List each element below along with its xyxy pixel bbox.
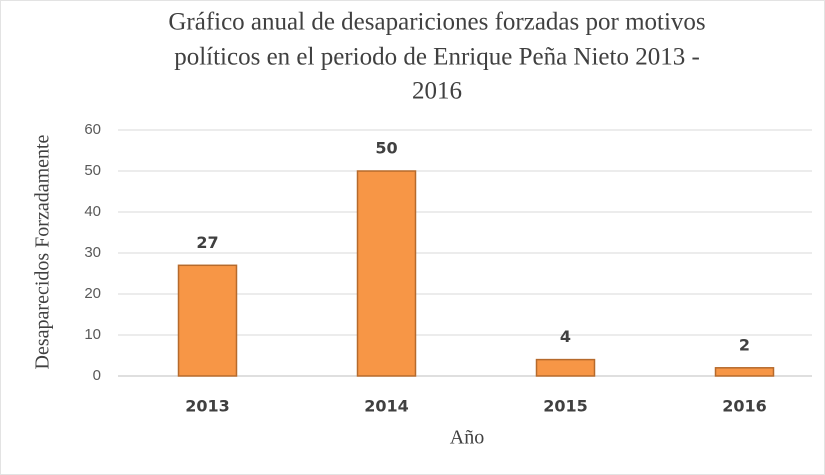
bar [714, 367, 775, 377]
y-tick-label: 50 [84, 162, 101, 179]
bar [535, 358, 596, 377]
bar [177, 264, 238, 377]
y-axis-label: Desaparecidos Forzadamente [32, 134, 54, 369]
chart-title: Gráfico anual de desapariciones forzadas… [168, 9, 705, 36]
y-tick-label: 20 [84, 285, 101, 302]
x-tick-label: 2013 [185, 397, 230, 416]
chart-title: políticos en el periodo de Enrique Peña … [174, 44, 700, 71]
y-tick-label: 10 [84, 326, 101, 343]
y-tick-label: 40 [84, 203, 101, 220]
data-label: 50 [375, 139, 397, 158]
y-tick-label: 30 [84, 244, 101, 261]
y-tick-label: 0 [93, 367, 101, 384]
bar [356, 170, 417, 377]
x-tick-label: 2015 [543, 397, 588, 416]
x-tick-label: 2016 [722, 397, 767, 416]
y-tick-label: 60 [84, 121, 101, 138]
data-label: 27 [196, 233, 218, 252]
data-label: 4 [560, 327, 571, 346]
x-tick-label: 2014 [364, 397, 409, 416]
x-axis-label: Año [450, 427, 484, 449]
chart-title: 2016 [412, 78, 462, 105]
data-label: 2 [739, 335, 750, 354]
